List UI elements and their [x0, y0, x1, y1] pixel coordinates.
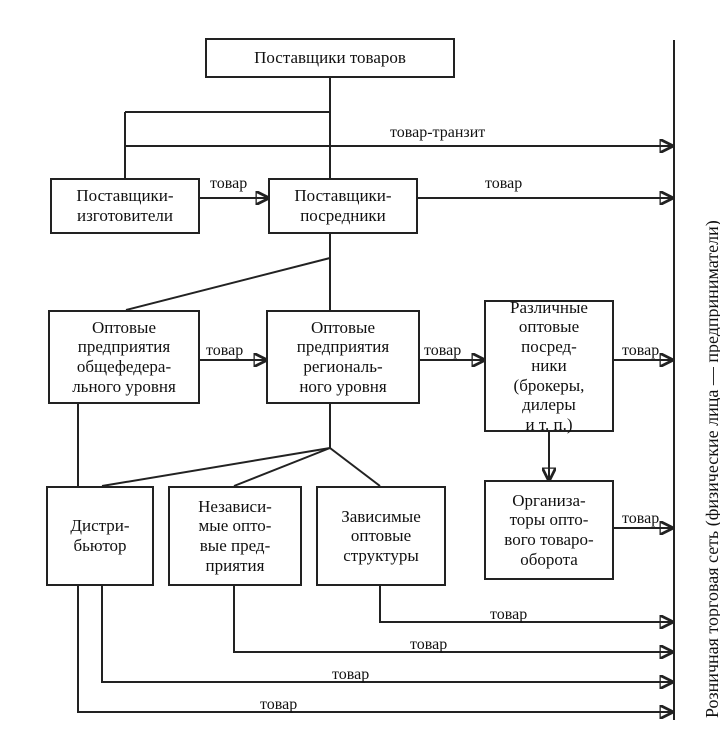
flowchart-canvas: Поставщики товаров Поставщики-изготовител…: [0, 0, 720, 735]
node-n10: Организа-торы опто-вого товаро-оборота: [484, 480, 614, 580]
label-l_transit: товар-транзит: [390, 124, 485, 142]
label-l_t5: товар: [622, 342, 659, 360]
node-n6: Различныеоптовыепосред-ники(брокеры,диле…: [484, 300, 614, 432]
edge-14: [330, 448, 380, 486]
label-l_t3: товар: [206, 342, 243, 360]
node-n1: Поставщики товаров: [205, 38, 455, 78]
label-l_t9: товар: [332, 666, 369, 684]
edge-13: [234, 448, 330, 486]
node-n3: Поставщики-посредники: [268, 178, 418, 234]
label-l_t6: товар: [622, 510, 659, 528]
edge-12: [102, 448, 330, 486]
label-l_t8: товар: [410, 636, 447, 654]
right-border-label: Розничная торговая сеть (физические лица…: [702, 220, 720, 718]
node-n9: Зависимыеоптовыеструктуры: [316, 486, 446, 586]
label-l_t1: товар: [210, 175, 247, 193]
edge-7: [126, 258, 330, 310]
label-l_t10: товар: [260, 696, 297, 714]
node-n8: Независи-мые опто-вые пред-приятия: [168, 486, 302, 586]
edge-18: [234, 586, 672, 652]
node-n2: Поставщики-изготовители: [50, 178, 200, 234]
node-n5: Оптовыепредприятиярегиональ-ного уровня: [266, 310, 420, 404]
label-l_t7: товар: [490, 606, 527, 624]
label-l_t4: товар: [424, 342, 461, 360]
node-n4: Оптовыепредприятияобщефедера-льного уров…: [48, 310, 200, 404]
edge-19: [102, 586, 672, 682]
label-l_t2: товар: [485, 175, 522, 193]
node-n7: Дистри-бьютор: [46, 486, 154, 586]
